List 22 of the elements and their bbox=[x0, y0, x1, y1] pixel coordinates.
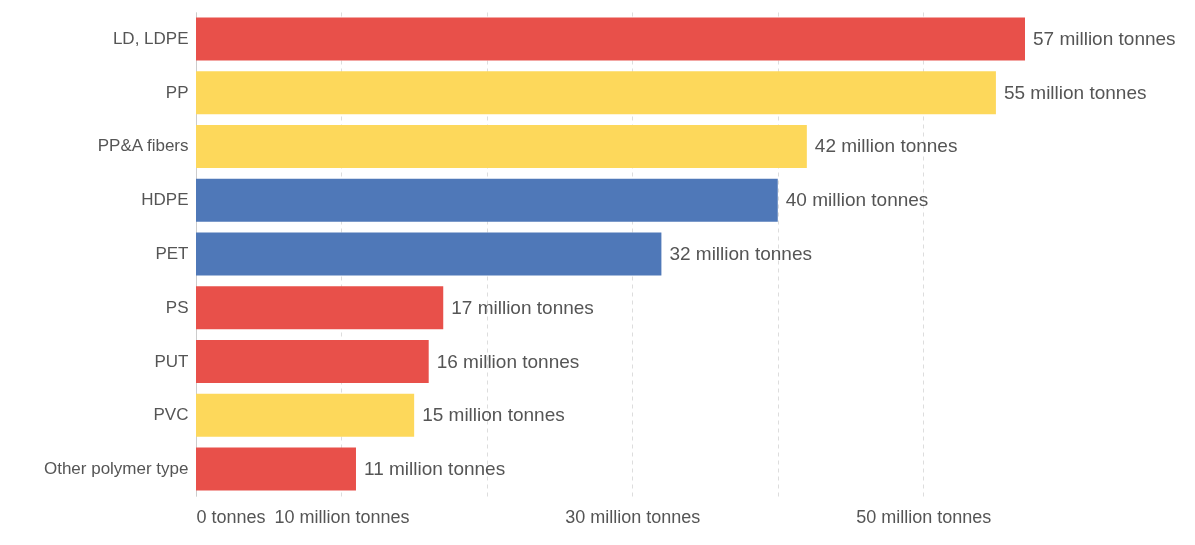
x-tick-label: 0 tonnes bbox=[196, 506, 266, 527]
data-label: 42 million tonnes bbox=[814, 135, 958, 157]
y-tick-label: LD, LDPE bbox=[112, 28, 189, 48]
data-label: 16 million tonnes bbox=[436, 350, 580, 372]
y-tick-label: PP&A fibers bbox=[97, 136, 189, 156]
y-tick-label: PS bbox=[165, 297, 189, 317]
y-tick-label: PP bbox=[165, 82, 189, 102]
x-tick-label: 50 million tonnes bbox=[856, 506, 992, 527]
data-label: 17 million tonnes bbox=[451, 296, 594, 318]
y-tick-label: Other polymer type bbox=[43, 459, 189, 479]
y-tick-label: HDPE bbox=[141, 190, 189, 210]
y-tick-label: PVC bbox=[153, 405, 189, 425]
data-label: 32 million tonnes bbox=[669, 243, 812, 264]
data-label: 11 million tonnes bbox=[363, 458, 506, 480]
y-tick-label: PUT bbox=[154, 351, 189, 371]
x-tick-label: 10 million tonnes bbox=[274, 506, 410, 527]
data-label: 57 million tonnes bbox=[1033, 27, 1176, 49]
data-label: 40 million tonnes bbox=[785, 189, 929, 211]
data-label: 55 million tonnes bbox=[1003, 81, 1147, 103]
y-tick-label: PET bbox=[155, 244, 189, 263]
x-tick-label: 30 million tonnes bbox=[565, 506, 701, 527]
data-label: 15 million tonnes bbox=[422, 404, 565, 426]
